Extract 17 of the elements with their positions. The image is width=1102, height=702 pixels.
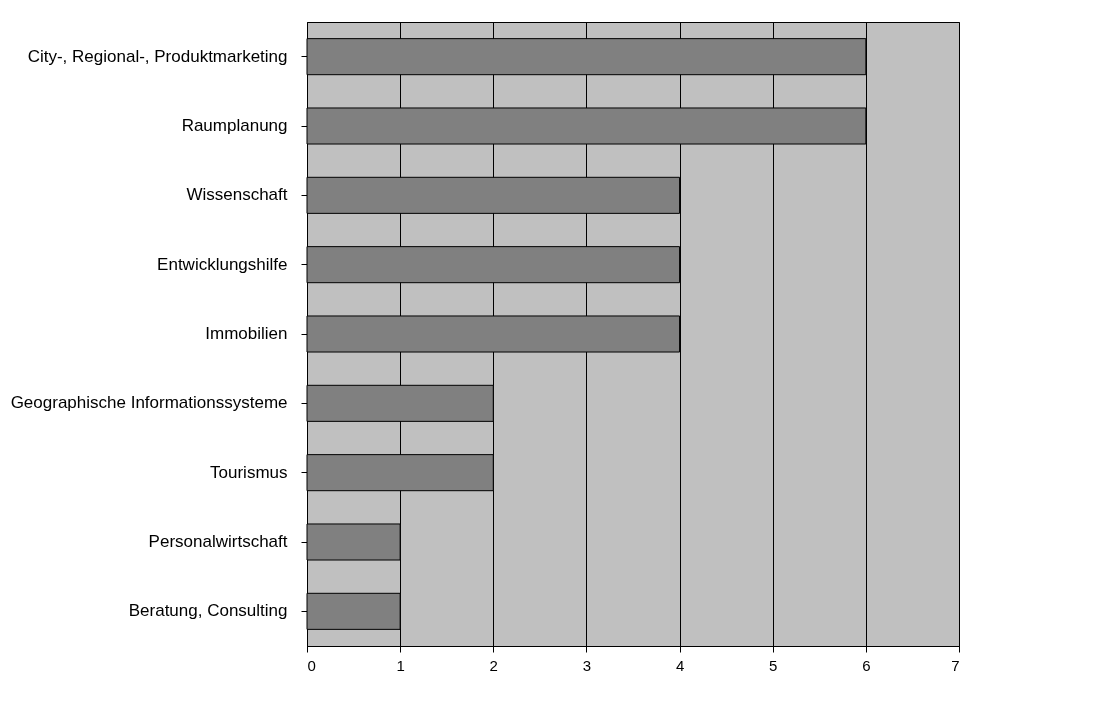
x-tick-label: 5 (769, 656, 778, 674)
x-tick-label: 2 (489, 656, 498, 674)
y-tick-label: Immobilien (205, 324, 288, 343)
x-tick-label: 4 (675, 656, 685, 674)
y-tick-label: Tourismus (210, 462, 288, 482)
x-tick-label: 3 (582, 656, 592, 674)
y-tick-label: Raumplanung (181, 116, 288, 135)
y-tick-label: City-, Regional-, Produktmarketing (27, 46, 288, 66)
y-tick-label: Entwicklungshilfe (157, 254, 288, 274)
x-tick-label: 0 (307, 656, 316, 674)
y-tick-label: Wissenschaft (186, 185, 288, 205)
y-tick-label: Personalwirtschaft (148, 532, 288, 551)
x-tick-label: 1 (396, 656, 405, 674)
y-tick-label: Geographische Informationssysteme (10, 393, 288, 413)
x-tick-label: 6 (862, 656, 871, 674)
x-tick-label: 7 (951, 656, 960, 674)
y-tick-label: Beratung, Consulting (128, 601, 288, 621)
